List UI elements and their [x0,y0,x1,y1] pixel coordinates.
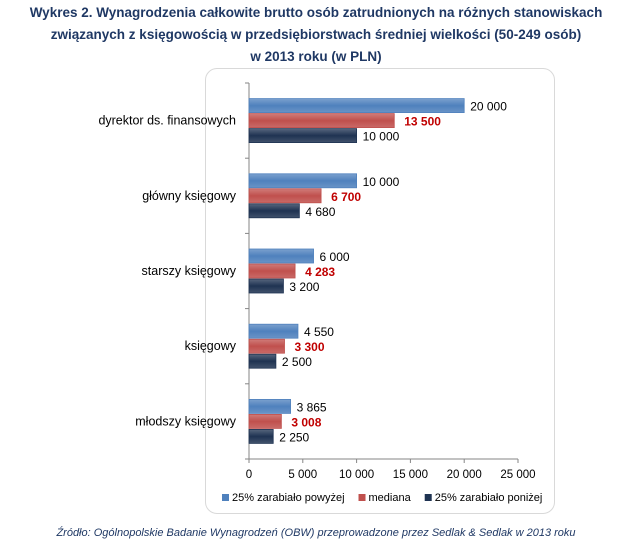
category-label: księgowy [185,339,237,353]
title-line: Wykres 2. Wynagrodzenia całkowite brutto… [29,5,603,20]
bar [248,413,282,429]
title-line: w 2013 roku (w PLN) [250,49,382,64]
bar [248,173,357,189]
data-label: 4 550 [304,325,334,339]
bar [248,278,284,294]
data-label: 20 000 [470,100,507,114]
x-tick-label: 5 000 [288,469,317,481]
data-label: 6 700 [331,190,361,204]
data-label: 3 300 [295,340,325,354]
bar [248,398,291,414]
bar [248,248,314,264]
legend-swatch [424,494,432,501]
data-label: 2 500 [282,355,312,369]
data-label: 3 200 [289,280,319,294]
data-label: 4 283 [305,265,335,279]
x-tick-label: 25 000 [500,469,535,481]
data-label: 2 250 [279,430,309,444]
category-label: dyrektor ds. finansowych [98,114,236,128]
category-label: główny księgowy [142,189,237,203]
title-line: związanych z księgowością w przedsiębior… [50,27,582,42]
data-label: 6 000 [320,250,350,264]
x-tick-label: 0 [246,469,252,481]
bar [248,113,395,128]
bar [248,188,322,204]
category-label: starszy księgowy [142,264,237,278]
data-label: 13 500 [404,115,441,129]
data-label: 3 008 [291,415,321,429]
legend-swatch [358,494,366,501]
legend-label: mediana [369,492,412,504]
bar [248,128,357,144]
bar [248,428,274,444]
data-label: 10 000 [363,175,400,189]
category-label: młodszy księgowy [135,414,236,428]
bar [248,338,285,354]
x-tick-label: 10 000 [339,469,374,481]
x-tick-label: 20 000 [447,469,482,481]
data-label: 4 680 [305,205,335,219]
legend-label: 25% zarabiało powyżej [232,492,345,504]
bar [248,203,300,219]
bar [248,263,296,279]
data-label: 10 000 [363,130,400,144]
source-note: Źródło: Ogólnopolskie Badanie Wynagrodze… [56,527,576,539]
legend-label: 25% zarabiało poniżej [435,492,543,504]
bar [248,98,465,113]
x-tick-label: 15 000 [393,469,428,481]
bar [248,353,277,369]
chart-title: Wykres 2. Wynagrodzenia całkowite brutto… [0,2,632,68]
legend-swatch [222,494,229,501]
data-label: 3 865 [297,400,327,414]
bar [248,323,299,339]
